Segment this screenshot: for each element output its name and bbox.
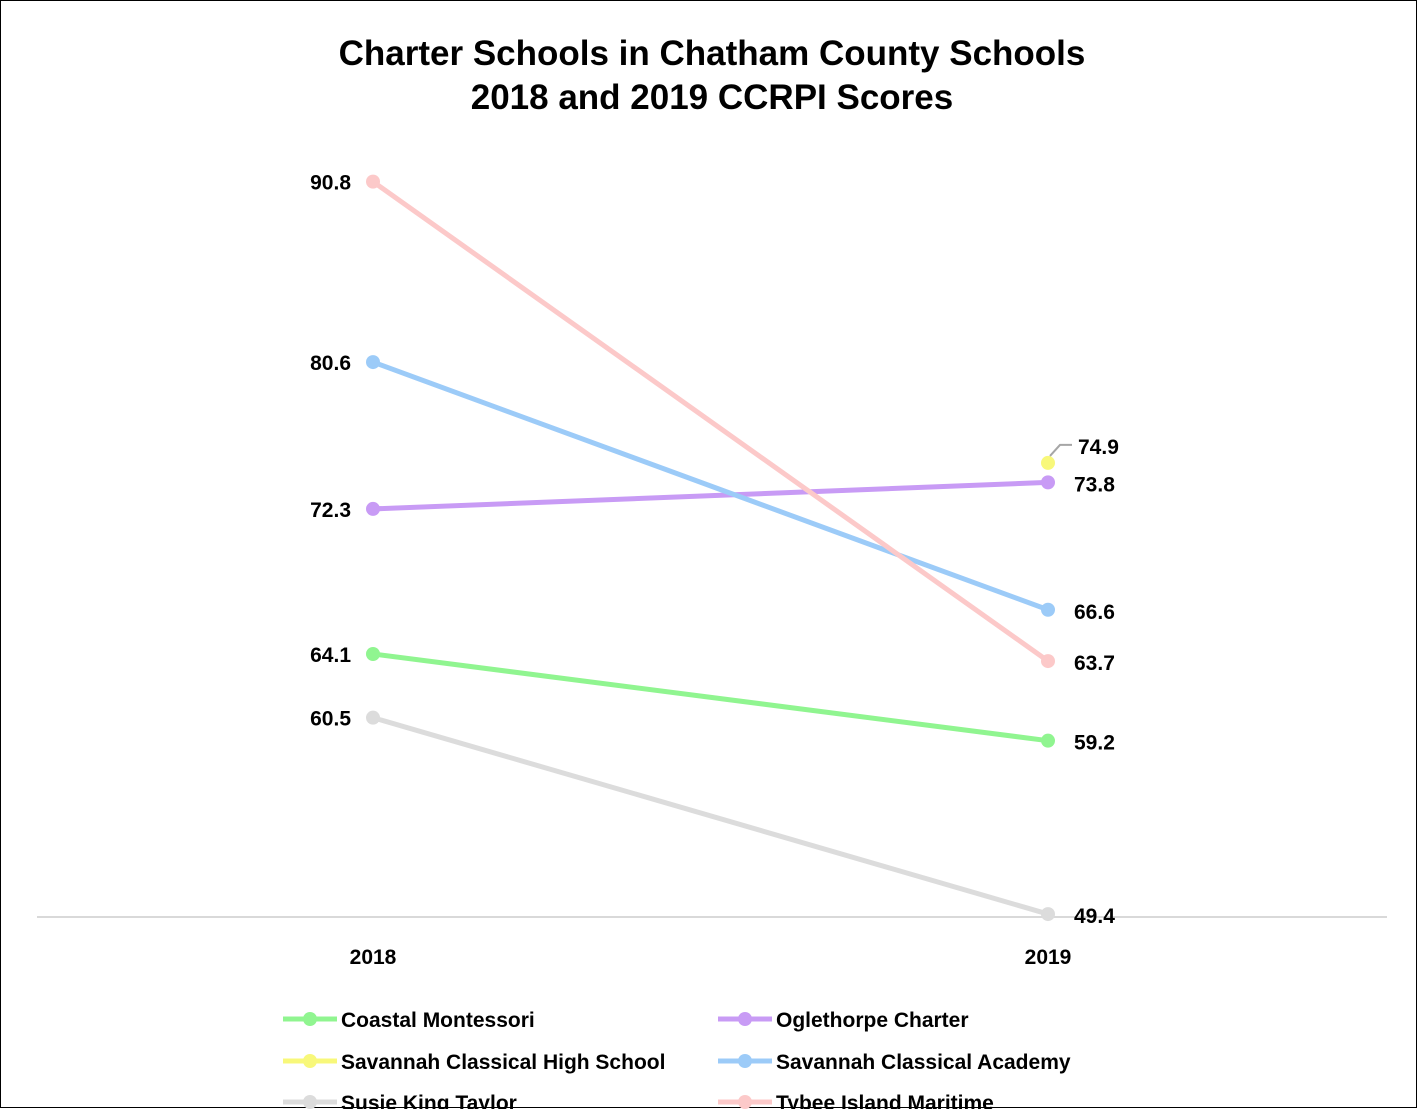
data-label: 49.4	[1074, 905, 1115, 928]
legend-item-savannah-classical-academy: Savannah Classical Academy	[718, 1051, 1071, 1074]
legend-label: Oglethorpe Charter	[776, 1009, 969, 1032]
x-tick-label: 2018	[350, 946, 397, 969]
series-line-susie-king-taylor	[372, 715, 1049, 917]
data-point	[366, 355, 380, 370]
legend-label: Savannah Classical High School	[341, 1051, 665, 1074]
series-susie-king-taylor: 60.5 49.4	[310, 708, 1115, 928]
data-label: 66.6	[1074, 601, 1115, 624]
legend: Coastal Montessori Oglethorpe Charter Sava…	[283, 1009, 1071, 1114]
legend-label: Tybee Island Maritime	[776, 1092, 994, 1109]
legend-swatch-marker	[303, 1054, 317, 1068]
data-point	[1041, 733, 1055, 748]
legend-item-susie-king-taylor: Susie King Taylor	[283, 1092, 517, 1114]
legend-swatch-marker	[738, 1095, 752, 1109]
legend-label: Coastal Montessori	[341, 1009, 535, 1032]
data-label-leader-line	[1049, 443, 1072, 457]
data-point	[366, 710, 380, 725]
data-label: 73.8	[1074, 473, 1115, 496]
series-line-oglethorpe-charter	[372, 479, 1049, 512]
x-tick-label: 2019	[1025, 946, 1072, 969]
legend-swatch-marker	[303, 1012, 317, 1026]
data-label: 60.5	[310, 708, 351, 731]
series-line-coastal-montessori	[372, 651, 1049, 744]
legend-label: Susie King Taylor	[341, 1092, 517, 1109]
series-line-tybee-island-maritime	[371, 179, 1050, 664]
data-point	[1041, 654, 1055, 669]
series-tybee-island-maritime: 90.8 63.7	[310, 172, 1115, 675]
series-savannah-classical-high-school: 74.9	[1041, 436, 1119, 470]
data-point	[1041, 475, 1055, 490]
legend-item-coastal-montessori: Coastal Montessori	[283, 1009, 535, 1032]
data-point	[366, 646, 380, 661]
data-label: 80.6	[310, 352, 351, 375]
data-label: 59.2	[1074, 732, 1115, 755]
legend-item-savannah-classical-high-school: Savannah Classical High School	[283, 1051, 665, 1074]
data-label: 63.7	[1074, 652, 1115, 675]
legend-swatch-marker	[738, 1054, 752, 1068]
legend-item-oglethorpe-charter: Oglethorpe Charter	[718, 1009, 969, 1032]
data-label: 72.3	[310, 499, 351, 522]
data-label: 74.9	[1078, 436, 1119, 459]
legend-label: Savannah Classical Academy	[776, 1051, 1071, 1074]
series-coastal-montessori: 64.1 59.2	[310, 644, 1115, 755]
legend-swatch-marker	[303, 1095, 317, 1109]
data-point	[1041, 455, 1055, 470]
chart-title: Charter Schools in Chatham County School…	[339, 34, 1086, 73]
chart-subtitle: 2018 and 2019 CCRPI Scores	[471, 78, 953, 117]
legend-swatch-marker	[738, 1012, 752, 1026]
series-savannah-classical-academy: 80.6 66.6	[310, 352, 1115, 624]
data-label: 64.1	[310, 644, 351, 667]
series-layer: 64.1 59.2 72.3 73.8 74.9 80.6 66.6 60.5 49.4 90.8…	[310, 172, 1119, 928]
data-point	[1041, 602, 1055, 617]
data-point	[366, 501, 380, 516]
data-label: 90.8	[310, 172, 351, 195]
series-oglethorpe-charter: 72.3 73.8	[310, 473, 1115, 522]
data-point	[1041, 907, 1055, 922]
data-point	[366, 174, 380, 189]
legend-item-tybee-island-maritime: Tybee Island Maritime	[718, 1092, 994, 1114]
x-axis-ticks: 2018 2019	[350, 946, 1072, 969]
series-line-savannah-classical-academy	[372, 359, 1049, 613]
